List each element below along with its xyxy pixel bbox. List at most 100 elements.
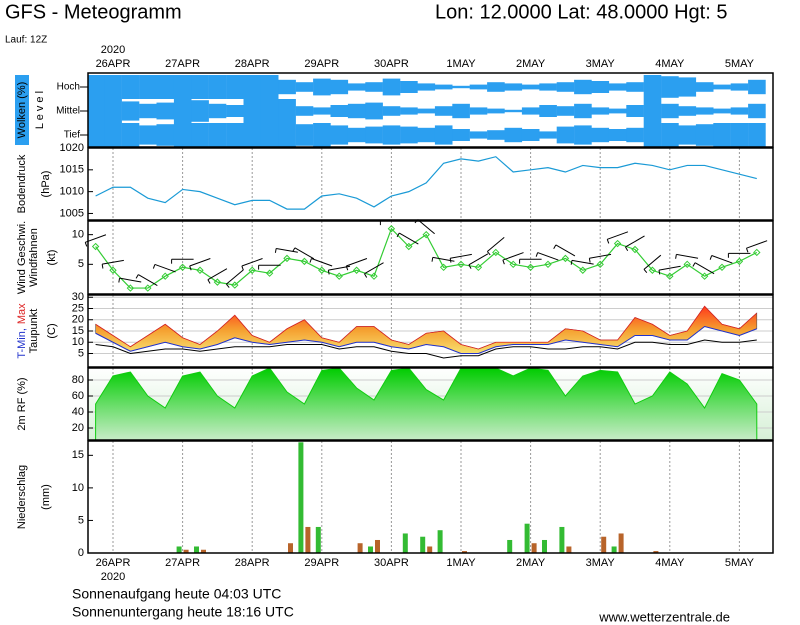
x-tick-label-bottom: 4MAY [655, 557, 685, 569]
cloud-cell [365, 82, 383, 92]
cloud-cell [173, 75, 192, 99]
y-unit: (kt) [46, 250, 58, 266]
marker [631, 245, 639, 254]
barb-flag [535, 252, 539, 257]
cloud-cell [469, 107, 488, 115]
barb-staff [571, 259, 594, 265]
wind-barb [449, 253, 472, 263]
cloud-cell [243, 123, 262, 147]
cloud-cell [417, 108, 436, 114]
x-tick-label-top: 2MAY [516, 58, 546, 70]
cloud-cell [382, 106, 401, 116]
cloud-cell [678, 77, 697, 97]
barb-flag [675, 254, 677, 259]
wind-barb [189, 258, 211, 271]
cloud-cell [295, 82, 314, 92]
barb-flag [309, 258, 312, 263]
panel-frame [87, 220, 774, 295]
cloud-cell [591, 107, 610, 115]
barb-flag [502, 259, 505, 265]
cloud-cell [88, 75, 105, 99]
cloud-cell [539, 131, 557, 139]
y-tick-label: 10 [72, 482, 84, 494]
barb-staff [119, 277, 142, 283]
cloud-cell [313, 123, 331, 147]
x-tick-label-bottom: 1MAY [446, 557, 476, 569]
y-tick-label: 10 [72, 229, 84, 241]
panel-frame [87, 367, 774, 441]
cloud-cell [173, 99, 192, 123]
barb-staff [346, 258, 368, 267]
y-tick-label: 30 [72, 291, 84, 303]
wind-barb [171, 258, 194, 264]
cloud-cell [139, 75, 157, 99]
y-unit: (C) [46, 323, 58, 338]
y-tick-label: 40 [72, 406, 84, 418]
wind-barb [225, 269, 244, 288]
legend-entry: Max [16, 303, 28, 324]
marker [231, 281, 239, 289]
wind-barb [606, 231, 629, 244]
barb-flag [431, 257, 434, 262]
x-tick-label-top: 5MAY [725, 58, 755, 70]
x-tick-label-top: 29APR [304, 58, 339, 70]
cloud-cell [104, 99, 122, 123]
marker [91, 242, 100, 251]
wind-barb [274, 247, 298, 253]
cloud-cell [539, 105, 557, 117]
cloud-cell [539, 83, 557, 91]
cloud-cell [643, 75, 662, 99]
cloud-cell [504, 127, 523, 143]
barb-flag [553, 244, 557, 249]
x-tick-label-bottom: 27APR [165, 557, 200, 569]
wind-barb [692, 262, 715, 275]
title: GFS - Meteogramm [5, 1, 182, 23]
marker [109, 266, 117, 274]
cloud-cell [661, 123, 679, 147]
cloud-cell [574, 103, 592, 119]
bar [524, 523, 530, 553]
y-tick-label: 5 [78, 514, 84, 526]
x-tick-label-bottom: 28APR [235, 557, 270, 569]
bar [298, 442, 304, 553]
wind-barb [675, 253, 699, 259]
cloud-cell [643, 123, 662, 147]
cloud-cell [574, 79, 592, 95]
bar [420, 536, 426, 553]
barb-staff [276, 247, 298, 253]
marker [509, 260, 517, 269]
barb-staff [154, 263, 176, 273]
wind-barb [258, 264, 281, 270]
wind-barb [207, 268, 228, 284]
bar [176, 546, 182, 553]
barb-staff [625, 235, 645, 248]
cloud-cell [556, 106, 575, 116]
bar [437, 530, 443, 553]
bar [611, 546, 617, 553]
cloud-cell [347, 83, 366, 91]
marker [526, 263, 535, 271]
cloud-cell [400, 126, 418, 144]
cloud-cell [400, 107, 418, 115]
bar [368, 546, 373, 553]
cloud-cell [382, 78, 401, 96]
marker [596, 260, 604, 269]
barb-staff [487, 237, 505, 252]
cloud-cell [434, 125, 453, 145]
marker [144, 284, 152, 292]
barb-flag [327, 270, 330, 275]
cloud-cell [226, 105, 244, 117]
barb-staff [607, 231, 629, 240]
cloud-cell [678, 106, 697, 116]
cloud-cell [104, 75, 122, 99]
barb-flag [241, 265, 244, 271]
y-tick-label: 5 [78, 258, 84, 270]
barb-staff [502, 252, 524, 261]
cloud-cell [678, 125, 697, 145]
cloud-cell [730, 123, 749, 147]
cloud-cell [695, 82, 714, 92]
cloud-cell [434, 84, 453, 90]
line [95, 325, 757, 354]
cloud-cell [88, 99, 105, 123]
x-tick-label-top: 4MAY [655, 58, 685, 70]
